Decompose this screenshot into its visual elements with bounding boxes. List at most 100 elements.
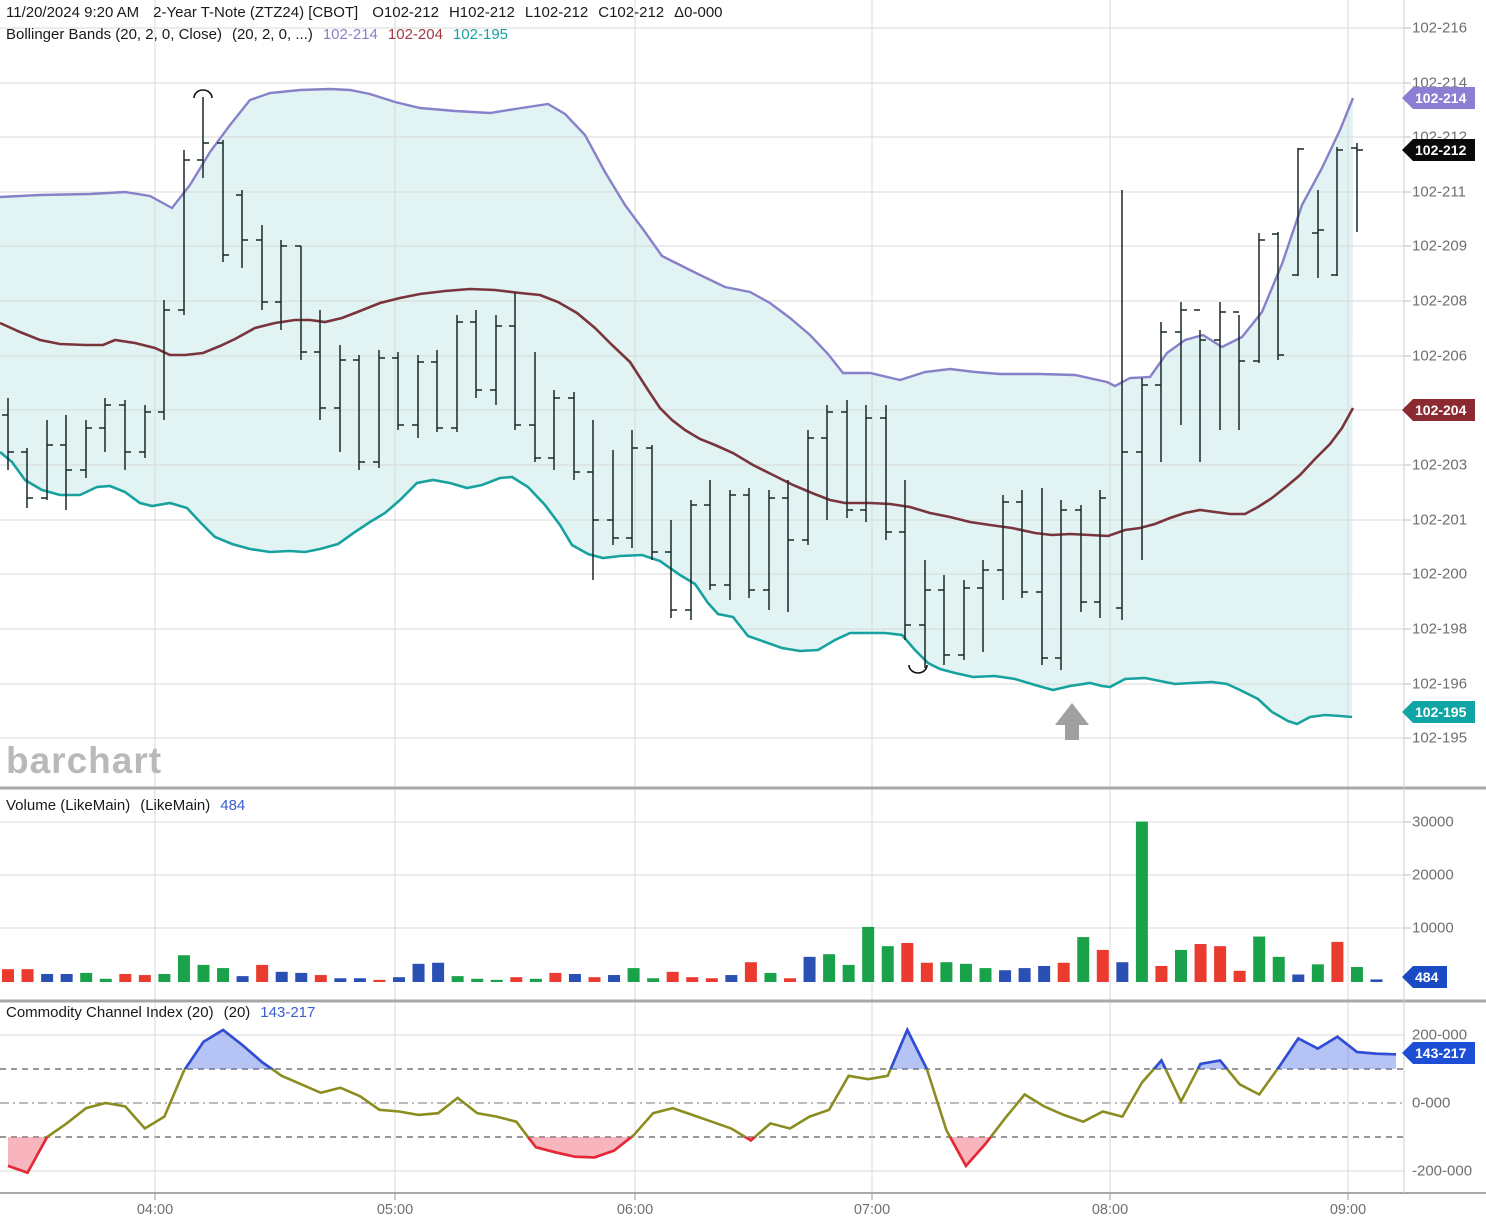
volume-axis-label: 20000 bbox=[1412, 866, 1454, 884]
volume-bar bbox=[529, 978, 542, 982]
volume-bar bbox=[666, 971, 679, 982]
volume-bar bbox=[1292, 974, 1305, 982]
bollinger-upper-line bbox=[0, 87, 1355, 388]
volume-bar bbox=[256, 964, 269, 982]
volume-bar bbox=[803, 956, 816, 982]
volume-bar bbox=[744, 962, 757, 982]
header-open: O102-212 bbox=[372, 4, 439, 21]
volume-bar bbox=[1370, 979, 1383, 982]
volume-bar bbox=[940, 962, 953, 982]
time-axis-label: 05:00 bbox=[376, 1202, 414, 1218]
volume-bar bbox=[314, 975, 327, 982]
session-high-arc-icon bbox=[193, 89, 213, 99]
cci-axis-label: 200-000 bbox=[1412, 1026, 1468, 1044]
volume-bar bbox=[393, 977, 405, 982]
bollinger-study-label[interactable]: Bollinger Bands (20, 2, 0, Close) bbox=[6, 26, 222, 43]
volume-bar bbox=[1038, 965, 1051, 982]
volume-bar bbox=[725, 975, 738, 982]
volume-bar bbox=[568, 973, 581, 982]
volume-bar bbox=[1253, 936, 1266, 982]
volume-bar bbox=[764, 972, 777, 982]
price-badge: 102-195 bbox=[1402, 701, 1476, 723]
price-badge: 484 bbox=[1402, 966, 1448, 988]
price-axis-label: 102-216 bbox=[1412, 19, 1468, 37]
volume-bar bbox=[138, 975, 151, 982]
cci-overbought-fill bbox=[8, 1029, 1397, 1069]
volume-bar bbox=[823, 954, 836, 982]
volume-bar bbox=[334, 978, 347, 982]
volume-bar bbox=[862, 926, 875, 982]
header-close: C102-212 bbox=[598, 4, 665, 21]
cci-axis-label: -200-000 bbox=[1412, 1162, 1473, 1180]
cci-value: 143-217 bbox=[260, 1004, 316, 1021]
volume-bar bbox=[979, 968, 992, 982]
session-low-arc-icon bbox=[908, 664, 928, 674]
volume-bar bbox=[41, 973, 54, 982]
time-axis-label: 06:00 bbox=[616, 1202, 654, 1218]
volume-bar bbox=[158, 973, 171, 982]
bollinger-lower-line bbox=[0, 451, 1353, 726]
volume-bar bbox=[99, 978, 112, 982]
volume-bar bbox=[295, 972, 308, 982]
volume-bar bbox=[510, 977, 523, 982]
price-axis-label: 102-206 bbox=[1412, 347, 1468, 365]
time-axis-label: 08:00 bbox=[1091, 1202, 1129, 1218]
volume-bar bbox=[1194, 944, 1207, 982]
time-axis-label: 04:00 bbox=[136, 1202, 174, 1218]
volume-bar bbox=[608, 975, 621, 982]
price-axis-label: 102-203 bbox=[1412, 456, 1468, 474]
barchart-logo: barchart bbox=[6, 740, 163, 781]
volume-study-params: (LikeMain) bbox=[140, 797, 211, 814]
volume-header: Volume (LikeMain) (LikeMain) 484 bbox=[6, 797, 259, 814]
bollinger-lower-value: 102-195 bbox=[452, 26, 509, 43]
volume-bar bbox=[1096, 949, 1109, 982]
volume-bar bbox=[451, 976, 464, 982]
volume-bar bbox=[21, 969, 34, 982]
cci-axis-label: 0-000 bbox=[1412, 1094, 1451, 1112]
price-axis-label: 102-196 bbox=[1412, 675, 1468, 693]
cci-study-params: (20) bbox=[223, 1004, 251, 1021]
volume-bar bbox=[705, 978, 718, 982]
bollinger-middle-value: 102-204 bbox=[387, 26, 443, 43]
volume-bar bbox=[842, 964, 855, 982]
volume-bar bbox=[901, 942, 914, 982]
volume-bar bbox=[80, 972, 93, 982]
volume-bar bbox=[236, 976, 249, 982]
price-axis-label: 102-209 bbox=[1412, 237, 1468, 255]
volume-bar bbox=[60, 973, 73, 982]
price-axis-label: 102-211 bbox=[1412, 183, 1466, 201]
volume-bar bbox=[686, 977, 699, 982]
header-low: L102-212 bbox=[524, 4, 589, 21]
bollinger-middle-line bbox=[0, 287, 1355, 538]
price-axis-label: 102-200 bbox=[1412, 565, 1468, 583]
chart-header-line1: 11/20/2024 9:20 AM 2-Year T-Note (ZTZ24) … bbox=[6, 4, 737, 21]
price-axis-label: 102-198 bbox=[1412, 620, 1468, 638]
volume-bar bbox=[1057, 962, 1070, 982]
volume-bar bbox=[647, 978, 660, 982]
volume-bar bbox=[1272, 956, 1285, 982]
volume-bar bbox=[471, 978, 484, 982]
cci-study-label[interactable]: Commodity Channel Index (20) bbox=[6, 1004, 214, 1021]
volume-bar bbox=[549, 972, 562, 982]
volume-bar bbox=[1116, 962, 1129, 982]
volume-bar bbox=[2, 969, 14, 982]
price-badge: 102-212 bbox=[1402, 139, 1476, 161]
ohlc-bars bbox=[2, 97, 1363, 670]
bollinger-band-fill bbox=[0, 89, 1353, 724]
volume-bar bbox=[177, 955, 190, 982]
chart-header-line2: Bollinger Bands (20, 2, 0, Close) (20, 2,… bbox=[6, 26, 518, 43]
time-axis-label: 09:00 bbox=[1329, 1202, 1367, 1218]
volume-bars bbox=[2, 821, 1383, 982]
header-symbol: 2-Year T-Note (ZTZ24) [CBOT] bbox=[153, 4, 359, 21]
volume-bar bbox=[999, 970, 1012, 982]
volume-bar bbox=[920, 962, 933, 982]
bollinger-study-params: (20, 2, 0, ...) bbox=[231, 26, 313, 43]
volume-axis-label: 10000 bbox=[1412, 919, 1454, 937]
volume-bar bbox=[119, 973, 132, 982]
volume-bar bbox=[627, 968, 640, 982]
volume-bar bbox=[353, 978, 366, 982]
volume-study-label[interactable]: Volume (LikeMain) bbox=[6, 797, 131, 814]
header-high: H102-212 bbox=[448, 4, 515, 21]
